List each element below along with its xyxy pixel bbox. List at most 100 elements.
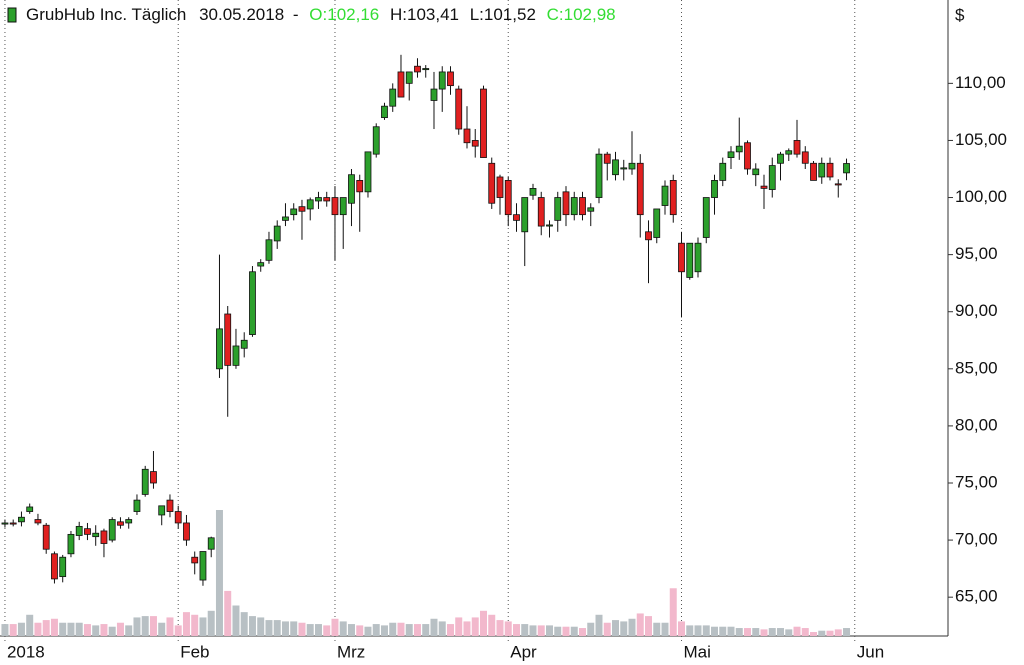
candle-body — [480, 88, 487, 158]
volume-bar — [158, 622, 166, 636]
volume-bar — [133, 617, 141, 636]
volume-bar — [199, 617, 207, 636]
y-tick-label: 95,00 — [955, 244, 998, 263]
candle-body — [125, 519, 133, 524]
candle-body — [595, 153, 603, 198]
candle-body — [257, 262, 265, 267]
volume-bar — [694, 625, 702, 636]
volume-bar — [603, 622, 611, 636]
volume-bar — [611, 620, 619, 636]
candle-body — [537, 197, 545, 227]
candle-body — [702, 197, 710, 238]
separator: - — [293, 5, 299, 24]
volume-bar — [389, 622, 397, 636]
volume-bar — [529, 625, 537, 636]
open-label: O:102,16 — [309, 5, 379, 24]
volume-bar — [793, 626, 801, 636]
x-tick-label: Apr — [510, 642, 537, 661]
volume-bar — [496, 620, 504, 636]
volume-bar — [34, 622, 42, 636]
candle-body — [18, 516, 25, 523]
candle-body — [843, 163, 850, 174]
candle-body — [727, 151, 735, 158]
candle-body — [694, 242, 702, 273]
candle-body — [42, 524, 50, 550]
volume-bar — [545, 625, 553, 636]
candle-body — [447, 71, 454, 87]
volume-bar — [636, 613, 644, 636]
candle-body — [331, 197, 339, 216]
volume-bar — [116, 622, 124, 636]
volume-bar — [570, 626, 578, 636]
candle-body — [1, 522, 9, 525]
volume-bar — [125, 625, 133, 636]
candle-body — [166, 499, 174, 512]
volume-bar — [785, 629, 793, 636]
volume-bar — [314, 624, 322, 636]
volume-bar — [59, 622, 67, 636]
volume-bar — [405, 624, 413, 636]
candle-body — [735, 145, 743, 153]
volume-bar — [777, 628, 785, 636]
volume-bar — [372, 624, 380, 636]
volume-bar — [9, 624, 17, 636]
candle-body — [496, 176, 504, 198]
volume-bar — [768, 628, 776, 636]
candle-body — [26, 506, 34, 512]
candle-body — [397, 71, 405, 98]
candle-body — [760, 185, 768, 189]
candle-body — [84, 528, 91, 535]
volume-bar — [471, 617, 479, 636]
y-tick-label: 110,00 — [955, 73, 1006, 92]
volume-bar — [149, 616, 157, 636]
candle-body — [438, 71, 446, 90]
volume-bar — [686, 625, 694, 636]
candle-body — [59, 556, 67, 578]
candle-body — [249, 271, 256, 335]
candle-body — [100, 530, 108, 544]
volume-bar — [479, 610, 487, 636]
candle-body — [306, 199, 314, 210]
candle-body — [620, 167, 628, 170]
x-tick-label: Mrz — [337, 642, 365, 661]
date: 30.05.2018 — [199, 5, 284, 24]
volume-bar — [661, 622, 669, 636]
volume-bar — [810, 632, 818, 636]
candle-body — [752, 168, 760, 176]
instrument-name: GrubHub Inc. Täglich — [26, 5, 186, 24]
candle-body — [546, 224, 553, 227]
y-tick-label: 80,00 — [955, 415, 998, 434]
volume-bar — [719, 626, 727, 636]
candle-body — [405, 71, 413, 84]
candle-body — [158, 505, 166, 516]
candle-body — [51, 553, 58, 580]
volume-bar — [843, 628, 851, 636]
volume-bar — [174, 625, 182, 636]
x-tick-label: Feb — [180, 642, 209, 661]
volume-bar — [504, 621, 512, 636]
y-tick-label: 85,00 — [955, 358, 998, 377]
volume-bar — [323, 625, 331, 636]
candle-body — [587, 207, 595, 212]
candle-body — [562, 191, 570, 216]
volume-bar — [17, 622, 25, 636]
volume-bar — [26, 614, 34, 636]
candle-body — [364, 151, 372, 193]
candle-body — [521, 197, 529, 233]
candle-body — [603, 153, 611, 164]
volume-bar — [248, 616, 256, 636]
candle-body — [777, 153, 784, 164]
candle-body — [612, 159, 619, 176]
volume-bar — [75, 622, 83, 636]
y-tick-label: 70,00 — [955, 530, 998, 549]
candle-body — [661, 185, 669, 206]
x-tick-label: Jun — [857, 642, 884, 661]
volume-bar — [281, 621, 289, 636]
candle-body — [414, 65, 421, 73]
volume-bar — [727, 626, 735, 636]
candle-body — [67, 533, 75, 555]
candle-body — [785, 150, 793, 155]
candle-body — [265, 239, 273, 261]
candle-body — [298, 206, 306, 212]
